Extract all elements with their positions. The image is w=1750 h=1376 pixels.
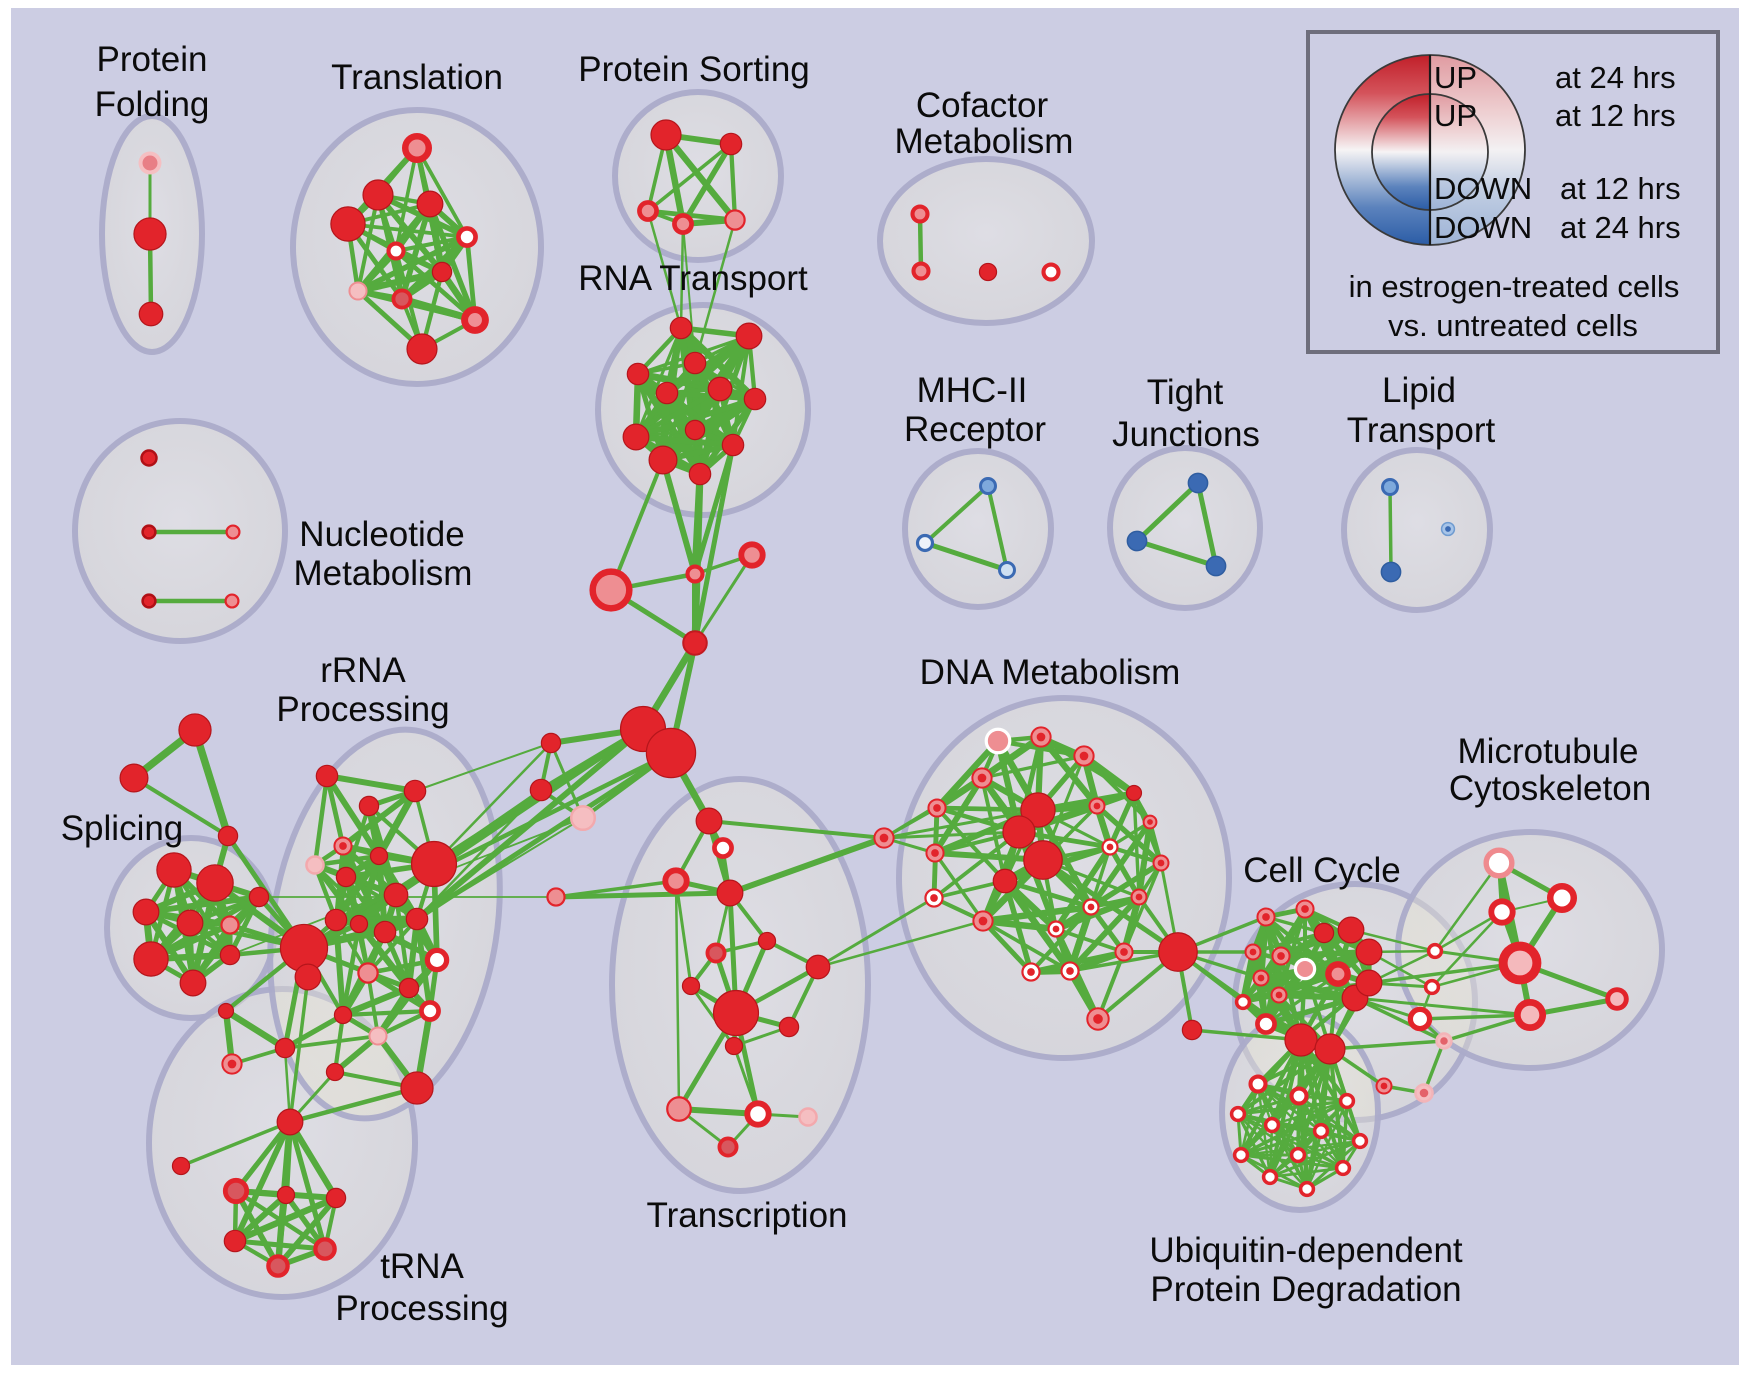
svg-text:Metabolism: Metabolism: [895, 122, 1074, 161]
svg-text:Cofactor: Cofactor: [916, 86, 1049, 125]
svg-text:DNA Metabolism: DNA Metabolism: [920, 653, 1181, 692]
svg-text:Cytoskeleton: Cytoskeleton: [1449, 769, 1651, 808]
svg-text:UP: UP: [1434, 60, 1477, 95]
svg-text:Protein Degradation: Protein Degradation: [1150, 1270, 1461, 1309]
svg-text:Processing: Processing: [335, 1289, 508, 1328]
svg-text:Nucleotide: Nucleotide: [299, 515, 464, 554]
svg-text:RNA Transport: RNA Transport: [578, 259, 808, 298]
svg-text:at 24 hrs: at 24 hrs: [1555, 60, 1676, 95]
svg-text:at 24 hrs: at 24 hrs: [1560, 210, 1681, 245]
svg-text:Transport: Transport: [1347, 411, 1496, 450]
svg-text:Cell Cycle: Cell Cycle: [1243, 851, 1401, 890]
svg-text:Protein Sorting: Protein Sorting: [578, 50, 810, 89]
svg-text:Tight: Tight: [1147, 373, 1224, 412]
svg-text:at 12 hrs: at 12 hrs: [1555, 98, 1676, 133]
svg-text:Protein: Protein: [97, 40, 208, 79]
svg-text:tRNA: tRNA: [380, 1247, 464, 1286]
svg-text:Splicing: Splicing: [61, 809, 184, 848]
svg-text:in estrogen-treated cells: in estrogen-treated cells: [1349, 269, 1680, 304]
svg-text:Folding: Folding: [95, 85, 210, 124]
svg-text:Processing: Processing: [276, 690, 449, 729]
svg-text:MHC-II: MHC-II: [917, 371, 1028, 410]
svg-text:Microtubule: Microtubule: [1458, 732, 1639, 771]
svg-text:Ubiquitin-dependent: Ubiquitin-dependent: [1149, 1231, 1463, 1270]
svg-text:Junctions: Junctions: [1112, 415, 1260, 454]
svg-text:Metabolism: Metabolism: [294, 554, 473, 593]
svg-text:rRNA: rRNA: [320, 651, 406, 690]
svg-text:Receptor: Receptor: [904, 410, 1046, 449]
svg-text:Translation: Translation: [331, 58, 503, 97]
svg-text:Transcription: Transcription: [647, 1196, 848, 1235]
svg-text:DOWN: DOWN: [1434, 171, 1532, 206]
svg-text:at 12 hrs: at 12 hrs: [1560, 171, 1681, 206]
svg-text:Lipid: Lipid: [1382, 371, 1456, 410]
svg-text:UP: UP: [1434, 98, 1477, 133]
svg-text:DOWN: DOWN: [1434, 210, 1532, 245]
svg-text:vs. untreated cells: vs. untreated cells: [1388, 308, 1638, 343]
